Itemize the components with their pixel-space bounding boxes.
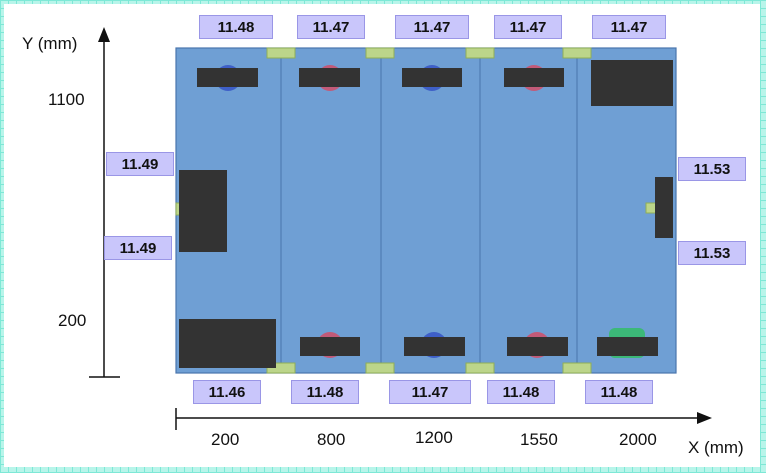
- measurement-label: 11.47: [297, 15, 365, 39]
- x-tick-label: 2000: [619, 430, 657, 449]
- component-block: [404, 337, 465, 356]
- connector-tab: [465, 47, 495, 59]
- x-tick-label: 200: [211, 430, 240, 449]
- measurement-label: 11.49: [106, 152, 174, 176]
- measurement-label: 11.48: [199, 15, 273, 39]
- measurement-label: 11.48: [585, 380, 653, 404]
- x-axis-arrow: [697, 412, 712, 424]
- connector-tab: [562, 47, 592, 59]
- measurement-label: 11.47: [592, 15, 666, 39]
- component-block: [504, 68, 564, 87]
- y-axis-title: Y (mm): [22, 34, 78, 53]
- component-block: [591, 60, 673, 106]
- measurement-label: 11.48: [291, 380, 359, 404]
- connector-tab: [365, 47, 395, 59]
- measurement-label: 11.49: [104, 236, 172, 260]
- component-block: [402, 68, 462, 87]
- connector-tab: [365, 362, 395, 374]
- measurement-label: 11.48: [487, 380, 555, 404]
- measurement-label: 11.53: [678, 241, 746, 265]
- y-axis-arrow: [98, 27, 110, 42]
- component-block: [179, 319, 276, 368]
- measurement-label: 11.53: [678, 157, 746, 181]
- x-tick-label: 1550: [520, 430, 558, 449]
- component-block: [197, 68, 258, 87]
- component-block: [179, 170, 227, 252]
- component-block: [300, 337, 360, 356]
- measurement-label: 11.47: [494, 15, 562, 39]
- connector-tab: [562, 362, 592, 374]
- component-block: [507, 337, 568, 356]
- connector-tab: [465, 362, 495, 374]
- component-block: [655, 177, 673, 238]
- x-axis-title: X (mm): [688, 438, 744, 457]
- y-tick-label: 200: [58, 311, 87, 330]
- measurement-label: 11.47: [389, 380, 471, 404]
- measurement-label: 11.47: [395, 15, 469, 39]
- measurement-label: 11.46: [193, 380, 261, 404]
- y-tick-label: 1100: [48, 90, 85, 109]
- component-block: [299, 68, 360, 87]
- x-tick-label: 800: [317, 430, 346, 449]
- component-block: [597, 337, 658, 356]
- x-tick-label: 1200: [415, 428, 453, 447]
- connector-tab: [266, 47, 296, 59]
